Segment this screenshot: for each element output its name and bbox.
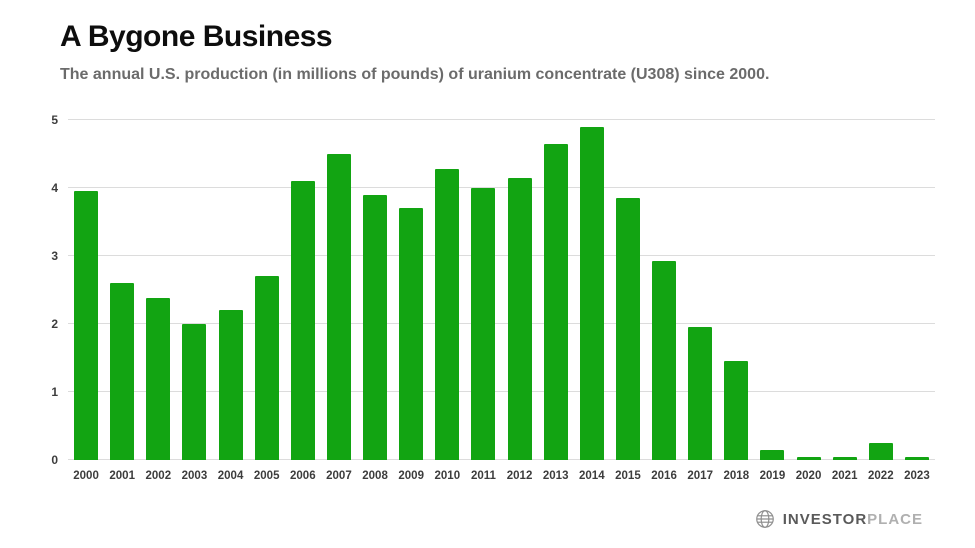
bar-slot bbox=[393, 120, 429, 460]
bar-slot bbox=[863, 120, 899, 460]
grid-line bbox=[68, 459, 935, 460]
bar-slot bbox=[321, 120, 357, 460]
x-axis-label-2019: 2019 bbox=[759, 470, 786, 482]
bars-container bbox=[68, 120, 935, 460]
bar-2017 bbox=[688, 327, 713, 460]
x-axis-label-2008: 2008 bbox=[362, 470, 388, 482]
grid-line bbox=[68, 391, 935, 392]
x-axis-labels: 2000 2001 2002 2003 2004 2005 2006 2007 2008 2009… bbox=[68, 470, 935, 482]
x-axis-label-2005: 2005 bbox=[253, 470, 280, 482]
bar-slot bbox=[285, 120, 321, 460]
bar-slot bbox=[646, 120, 682, 460]
y-axis-tick-label: 5 bbox=[51, 113, 58, 127]
x-axis-label-2000: 2000 bbox=[73, 470, 99, 482]
bar-slot bbox=[213, 120, 249, 460]
bar-slot bbox=[429, 120, 465, 460]
x-axis-label-2002: 2002 bbox=[145, 470, 172, 482]
bar-2012 bbox=[507, 177, 532, 460]
y-axis-tick-label: 4 bbox=[51, 181, 58, 195]
bar-2013 bbox=[543, 143, 568, 460]
x-axis-label-2006: 2006 bbox=[290, 470, 316, 482]
bar-2004 bbox=[218, 310, 243, 460]
bar-2018 bbox=[724, 361, 749, 460]
grid-line bbox=[68, 119, 935, 120]
bar-slot bbox=[357, 120, 393, 460]
bar-2023 bbox=[904, 456, 929, 460]
x-axis-label-2011: 2011 bbox=[470, 470, 496, 482]
page-subtitle: The annual U.S. production (in millions … bbox=[60, 65, 770, 83]
bar-2020 bbox=[796, 456, 821, 460]
x-axis-label-2023: 2023 bbox=[904, 470, 930, 482]
bar-2016 bbox=[652, 261, 677, 460]
bar-slot bbox=[827, 120, 863, 460]
y-axis-tick-label: 3 bbox=[51, 249, 58, 263]
bar-2006 bbox=[290, 181, 315, 460]
bar-2005 bbox=[254, 276, 279, 460]
grid-line bbox=[68, 187, 935, 188]
bar-2014 bbox=[579, 126, 604, 460]
investorplace-logo: INVESTORPLACE bbox=[754, 508, 923, 530]
bar-slot bbox=[791, 120, 827, 460]
x-axis-label-2010: 2010 bbox=[434, 470, 461, 482]
grid-line bbox=[68, 255, 935, 256]
x-axis-label-2015: 2015 bbox=[615, 470, 641, 482]
bar-slot bbox=[249, 120, 285, 460]
bar-2022 bbox=[868, 443, 893, 460]
x-axis-label-2014: 2014 bbox=[579, 470, 605, 482]
plot-area bbox=[68, 119, 935, 460]
bar-2009 bbox=[399, 208, 424, 460]
bar-2011 bbox=[471, 188, 496, 460]
logo-text-investor: INVESTOR bbox=[782, 510, 868, 528]
bar-2000 bbox=[74, 191, 99, 460]
bar-slot bbox=[104, 120, 140, 460]
logo-text: INVESTORPLACE bbox=[783, 511, 923, 528]
x-axis-label-2016: 2016 bbox=[651, 470, 677, 482]
bar-slot bbox=[538, 120, 574, 460]
y-axis-tick-label: 1 bbox=[51, 385, 58, 399]
x-axis-label-2007: 2007 bbox=[326, 470, 352, 482]
bar-2015 bbox=[615, 198, 640, 460]
x-axis-label-2003: 2003 bbox=[181, 470, 208, 482]
bar-slot bbox=[718, 120, 754, 460]
bar-2007 bbox=[326, 154, 351, 460]
bar-2001 bbox=[110, 283, 135, 460]
bar-slot bbox=[465, 120, 501, 460]
y-axis: 0 1 2 3 4 5 bbox=[38, 113, 68, 467]
y-axis-tick-label: 0 bbox=[51, 453, 58, 467]
bar-slot bbox=[682, 120, 718, 460]
chart-header: A Bygone Business The annual U.S. produc… bbox=[0, 0, 975, 84]
bar-2008 bbox=[363, 194, 388, 460]
y-axis-tick-label: 2 bbox=[51, 317, 58, 331]
x-axis-label-2021: 2021 bbox=[831, 470, 858, 482]
page-title: A Bygone Business bbox=[60, 20, 333, 53]
bar-2010 bbox=[435, 168, 460, 460]
bar-slot bbox=[176, 120, 212, 460]
bar-slot bbox=[574, 120, 610, 460]
bar-slot bbox=[899, 120, 935, 460]
bar-2002 bbox=[146, 298, 171, 460]
bar-slot bbox=[610, 120, 646, 460]
x-axis-label-2009: 2009 bbox=[398, 470, 424, 482]
globe-icon bbox=[755, 510, 774, 528]
logo-text-place: PLACE bbox=[867, 510, 923, 528]
x-axis-label-2013: 2013 bbox=[542, 470, 569, 482]
bar-2003 bbox=[182, 324, 207, 460]
x-axis-label-2020: 2020 bbox=[795, 470, 822, 482]
x-axis-label-2012: 2012 bbox=[506, 470, 533, 482]
bar-slot bbox=[502, 120, 538, 460]
x-axis-label-2022: 2022 bbox=[868, 470, 894, 482]
bar-slot bbox=[754, 120, 790, 460]
grid-line bbox=[68, 323, 935, 324]
bar-2019 bbox=[760, 449, 785, 460]
x-axis-label-2018: 2018 bbox=[723, 470, 750, 482]
bar-slot bbox=[68, 120, 104, 460]
x-axis-label-2017: 2017 bbox=[687, 470, 713, 482]
x-axis-label-2004: 2004 bbox=[217, 470, 244, 482]
x-axis-label-2001: 2001 bbox=[109, 470, 135, 482]
bar-2021 bbox=[832, 456, 857, 460]
gridlines bbox=[68, 119, 935, 460]
bar-slot bbox=[140, 120, 176, 460]
